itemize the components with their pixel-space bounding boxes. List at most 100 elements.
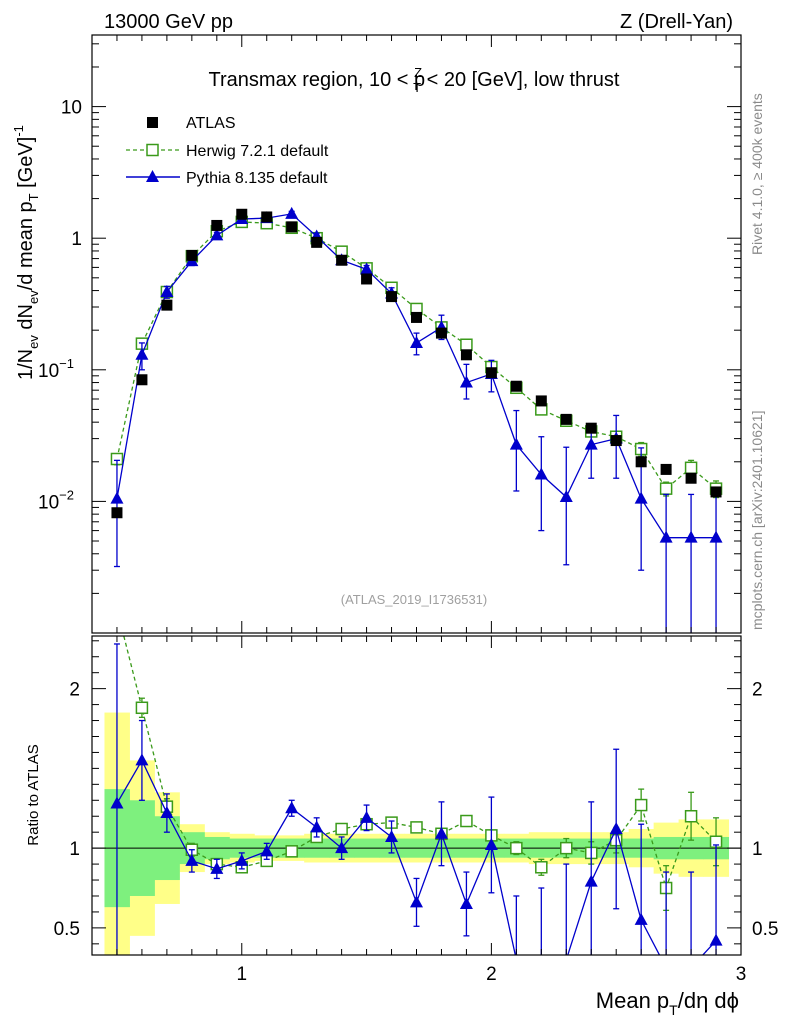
atlas-point (311, 236, 323, 248)
pythia-point (659, 530, 673, 543)
pythia-ratio-point (535, 961, 548, 973)
herwig-ratio-point (684, 809, 698, 823)
pythia-point (584, 437, 598, 450)
pythia-ratio-point (285, 801, 299, 814)
legend-pythia-marker (146, 170, 159, 182)
pythia-ratio-point (210, 861, 224, 874)
atlas-point (361, 273, 373, 285)
pythia-point (210, 228, 224, 241)
pythia-ratio-point (385, 829, 399, 842)
atlas-point (336, 254, 348, 266)
pythia-ratio-point (110, 796, 124, 809)
atlas-point (635, 456, 647, 468)
pythia-point (709, 530, 723, 543)
y-tick-label-exp: −2 (59, 487, 74, 502)
pythia-ratio-point (260, 844, 274, 857)
pythia-point (534, 467, 548, 480)
y-tick-label-left: 0.5 (54, 919, 80, 940)
atlas-point (660, 463, 672, 475)
pythia-ratio-point (685, 961, 698, 973)
pythia-series (110, 206, 723, 633)
atlas-point (136, 374, 148, 386)
atlas-point (710, 486, 722, 498)
atlas-point (510, 380, 522, 392)
herwig-ratio-point (335, 822, 348, 836)
x-tick-label: 1 (236, 964, 247, 985)
atlas-point (435, 327, 447, 339)
legend-atlas-label: ATLAS (186, 115, 236, 132)
atlas-point (186, 249, 198, 261)
pythia-ratio-point (410, 895, 423, 908)
herwig-ratio-point (634, 798, 648, 812)
pythia-point (559, 490, 573, 503)
pythia-ratio-point (434, 826, 448, 839)
pythia-ratio-point (584, 874, 598, 887)
legend-pythia-label: Pythia 8.135 default (186, 170, 328, 187)
y-tick-label-base: 1 (71, 229, 82, 250)
pythia-point (285, 206, 299, 219)
pythia-point (160, 285, 174, 298)
atlas-point (411, 311, 422, 323)
herwig-ratio-point (111, 603, 122, 614)
herwig-ratio-point (410, 821, 423, 834)
pythia-point (509, 437, 523, 450)
atlas-point (585, 422, 597, 434)
y-tick-label-base: 10 (38, 361, 59, 382)
ratio-panel: 1 2 3 0.5 0.5 1 1 2 2 Ratio to ATLAS Mean pT/dη … (25, 603, 778, 1018)
legend-herwig-marker (146, 143, 159, 157)
pythia-ratio-point (185, 853, 199, 866)
pythia-ratio-point (709, 933, 723, 946)
main-ylabel: 1/Nev dNev/d mean pT [GeV]-1 (11, 125, 41, 380)
legend: ATLAS Herwig 7.2.1 default Pythia 8.135 … (126, 115, 329, 187)
header-left: 13000 GeV pp (104, 11, 233, 33)
atlas-point (386, 291, 398, 303)
pythia-ratio-point (160, 806, 174, 819)
y-tick-label-base: 10 (61, 98, 82, 119)
pythia-point (684, 530, 698, 543)
atlas-series (111, 208, 722, 519)
y-tick-label: 10−2 (38, 487, 74, 513)
atlas-point (211, 219, 223, 231)
header-right: Z (Drell-Yan) (620, 11, 733, 33)
watermark: (ATLAS_2019_I1736531) (341, 592, 487, 607)
atlas-point (286, 221, 298, 233)
herwig-series (110, 215, 723, 499)
herwig-ratio-point (535, 861, 548, 874)
y-tick-label-left: 2 (69, 680, 80, 701)
y-tick-label: 10 (61, 98, 82, 119)
ratio-axis-ticks: 1 2 3 0.5 0.5 1 1 2 2 (54, 636, 778, 985)
atlas-point (535, 395, 547, 407)
herwig-ratio-point (135, 701, 149, 715)
legend-herwig: Herwig 7.2.1 default (126, 143, 329, 160)
atlas-point (485, 367, 497, 379)
atlas-point (560, 413, 572, 425)
legend-pythia: Pythia 8.135 default (126, 170, 328, 187)
mcplots-label: mcplots.cern.ch [arXiv:2401.10621] (749, 411, 765, 630)
y-tick-label-right: 2 (752, 680, 763, 701)
y-tick-label: 1 (71, 229, 82, 250)
atlas-point (261, 211, 273, 223)
pythia-ratio-point (360, 810, 374, 823)
pythia-ratio-point (634, 912, 648, 925)
herwig-ratio-point (460, 814, 473, 828)
pythia-point (110, 491, 124, 504)
pythia-ratio-point (459, 896, 473, 909)
y-tick-label-right: 0.5 (752, 919, 778, 940)
legend-atlas: ATLAS (147, 115, 236, 132)
atlas-point (610, 435, 622, 447)
herwig-point (684, 461, 698, 475)
pythia-ratio-point (135, 753, 149, 766)
pythia-ratio-point (484, 837, 498, 850)
atlas-point (111, 507, 123, 519)
pythia-point (410, 335, 423, 348)
atlas-point (161, 299, 173, 311)
herwig-ratio-point (560, 841, 573, 855)
atlas-point (460, 349, 472, 361)
legend-herwig-label: Herwig 7.2.1 default (186, 143, 329, 160)
y-tick-label-right: 1 (752, 839, 763, 860)
pythia-ratio-point (660, 961, 673, 973)
rivet-label: Rivet 4.1.0, ≥ 400k events (749, 93, 765, 255)
y-tick-label-left: 1 (69, 839, 80, 860)
